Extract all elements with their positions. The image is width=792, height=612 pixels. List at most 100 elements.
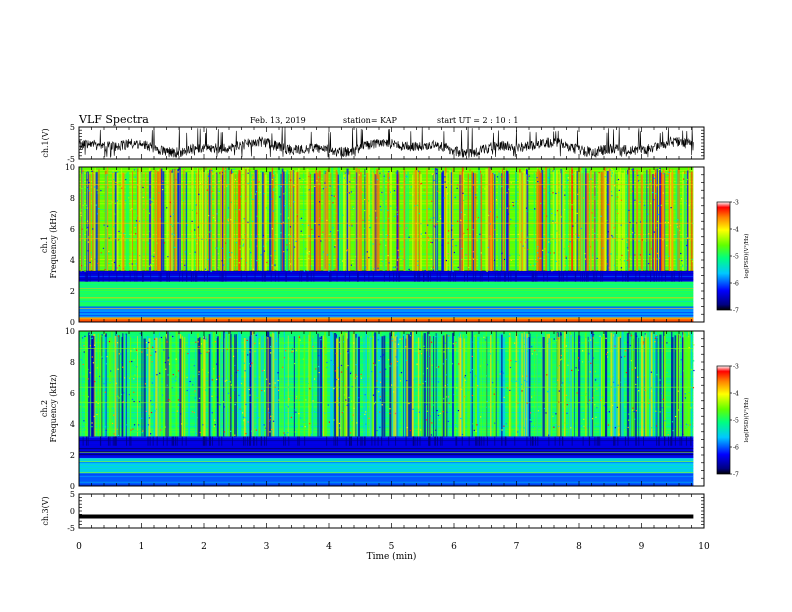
spectrum-speckle [627, 341, 629, 343]
spectrum-speckle [80, 212, 82, 214]
low-band-stripe [98, 272, 100, 282]
low-band-stripe [685, 436, 687, 446]
spectrum-speckle [91, 337, 93, 339]
spectrum-speckle [688, 204, 690, 206]
spectrum-speckle [248, 248, 250, 250]
low-band-stripe [515, 272, 517, 282]
spectrum-speckle [153, 252, 155, 254]
low-band-stripe [624, 436, 626, 446]
spectrum-speckle [85, 204, 88, 206]
spectrum-speckle [464, 213, 466, 216]
spectrum-speckle [565, 255, 567, 258]
spectrum-speckle [301, 223, 303, 226]
spectrum-speckle [334, 238, 336, 241]
low-band-stripe [82, 436, 84, 446]
spectrum-speckle [141, 351, 143, 353]
low-band-stripe [264, 436, 266, 446]
spectrum-speckle [456, 341, 458, 344]
spectrum-speckle [508, 169, 510, 171]
spectrum-speckle [387, 359, 390, 361]
spectrum-speckle [506, 387, 508, 389]
spectrum-row [79, 356, 694, 358]
spectrum-speckle [690, 369, 693, 371]
sferic-stripe [471, 331, 473, 437]
spectrum-speckle [192, 384, 194, 386]
spectrum-speckle [352, 213, 354, 215]
spectrum-speckle [350, 400, 353, 402]
spectrum-speckle [614, 237, 616, 239]
spectrum-row [79, 169, 694, 171]
spectrum-speckle [118, 238, 120, 241]
sferic-stripe [501, 334, 503, 437]
spectrum-speckle [318, 183, 320, 185]
spectrum-speckle [501, 185, 503, 187]
spectrum-row [79, 378, 694, 380]
spectrum-speckle [523, 337, 525, 339]
spectrum-speckle [499, 259, 501, 261]
spectrum-speckle [218, 375, 220, 378]
sferic-stripe [571, 169, 574, 271]
spectrum-speckle [546, 215, 548, 217]
tone-line [79, 287, 694, 289]
low-band-stripe [658, 272, 660, 282]
spectrum-speckle [552, 415, 554, 417]
sferic-stripe [308, 171, 310, 271]
spectrum-speckle [227, 392, 230, 394]
low-band-stripe [414, 436, 416, 446]
spectrum-speckle [195, 398, 197, 400]
spectrum-row [79, 353, 694, 355]
y-tick-label: 2 [70, 451, 75, 460]
sferic-stripe [557, 174, 559, 271]
spectrum-speckle [634, 199, 636, 201]
x-tick-label: 9 [639, 542, 645, 552]
spectrum-speckle [230, 219, 232, 221]
spectrum-speckle [329, 169, 331, 171]
spectrum-speckle [206, 238, 208, 241]
sferic-stripe [536, 167, 538, 271]
low-band-stripe [253, 436, 255, 446]
spectrum-speckle [454, 349, 456, 351]
spectrum-speckle [464, 195, 466, 197]
spectrum-speckle [360, 336, 362, 338]
spectrum-speckle [352, 261, 354, 263]
spectrum-speckle [503, 258, 506, 261]
spectrum-speckle [370, 368, 372, 370]
sferic-stripe [137, 168, 139, 271]
sferic-stripe [153, 332, 155, 437]
low-band-stripe [196, 272, 198, 282]
sferic-stripe [234, 335, 236, 437]
low-band-stripe [548, 436, 550, 446]
spectrum-speckle [656, 185, 658, 187]
spectrum-speckle [682, 370, 685, 372]
sferic-stripe [591, 331, 594, 437]
x-tick-label: 7 [514, 542, 520, 552]
spectrum-speckle [446, 411, 448, 413]
spectrum-speckle [341, 170, 343, 173]
spectrum-speckle [186, 224, 189, 226]
sferic-stripe [412, 174, 414, 271]
sferic-stripe [188, 172, 190, 271]
spectrum-speckle [582, 197, 585, 199]
low-band-stripe [486, 436, 488, 446]
spectrum-speckle [239, 248, 241, 250]
spectrum-speckle [277, 389, 280, 391]
spectrum-speckle [138, 220, 141, 222]
spectrum-speckle [424, 232, 427, 234]
low-band-stripe [582, 436, 584, 446]
spectrum-speckle [581, 350, 584, 352]
spectrum-speckle [433, 404, 435, 406]
spectrum-speckle [174, 246, 176, 248]
spectrum-speckle [643, 374, 645, 376]
spectrum-speckle [132, 364, 134, 366]
colorbar-tick-label: -3 [733, 200, 739, 207]
spectrum-speckle [89, 348, 91, 351]
spectrum-speckle [194, 390, 196, 392]
low-band-stripe [429, 436, 431, 446]
spectrum-speckle [177, 370, 180, 372]
low-band-stripe [115, 436, 117, 446]
spectrum-speckle [436, 409, 438, 412]
spectrum-speckle [97, 192, 99, 194]
sferic-stripe [427, 331, 429, 437]
spectrum-speckle [280, 223, 282, 225]
low-band-stripe [86, 272, 88, 282]
